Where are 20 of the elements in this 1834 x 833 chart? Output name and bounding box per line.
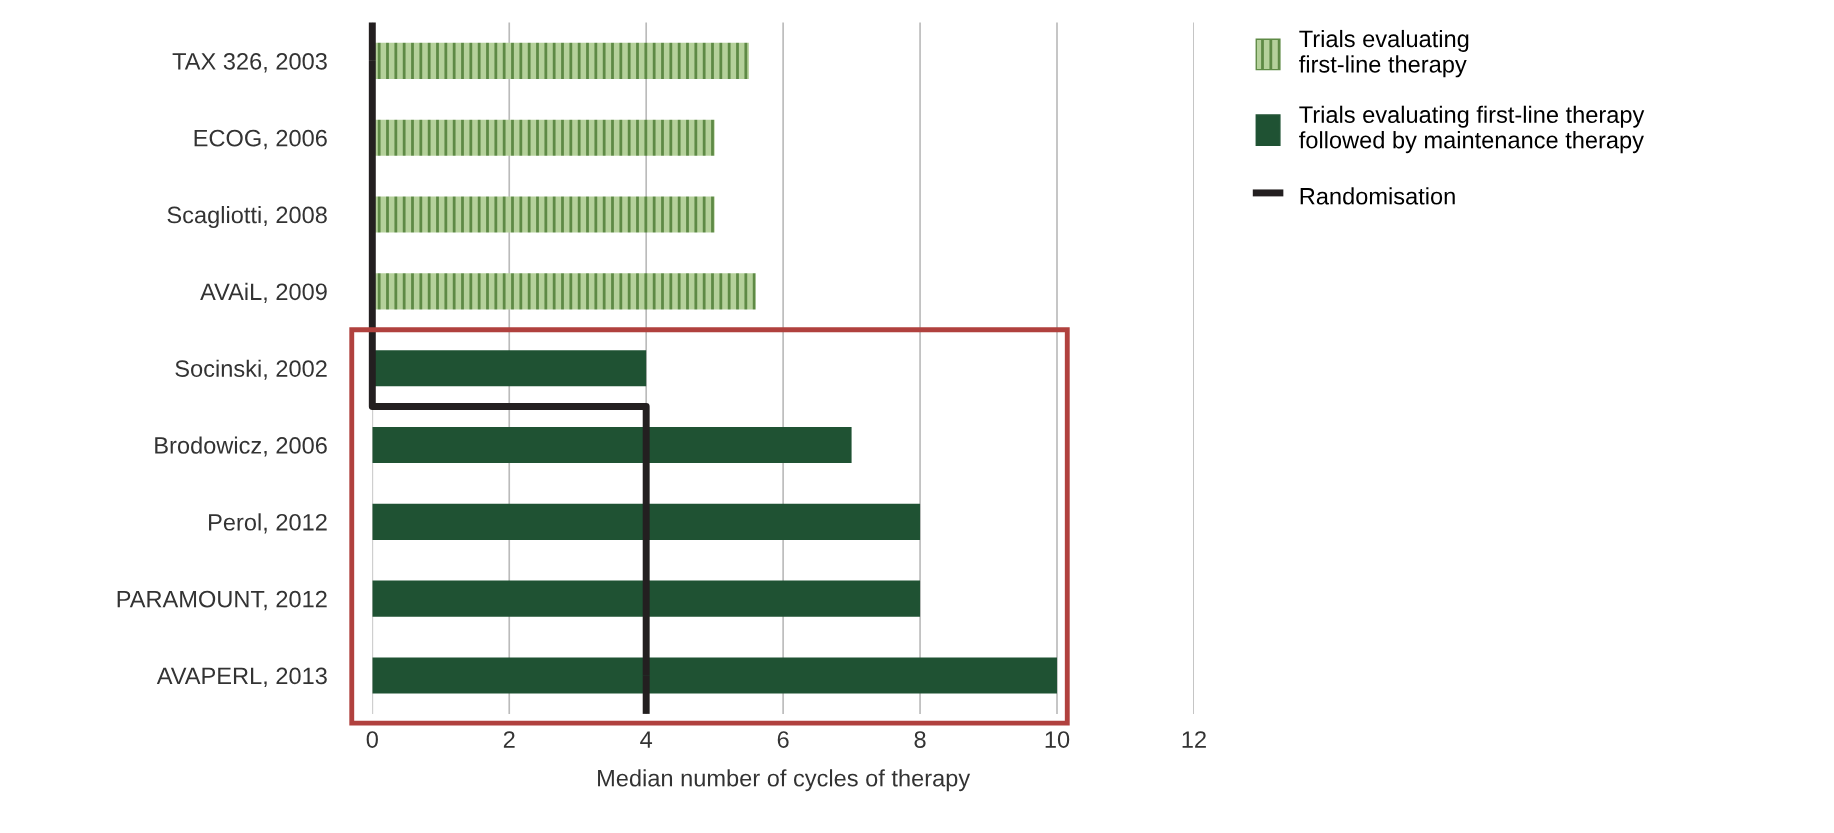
x-tick-label: 2 [503, 731, 515, 748]
x-tick-label: 8 [914, 731, 926, 748]
y-tick-label: AVAPERL, 2013 [156, 667, 327, 688]
x-axis-title: Median number of cycles of therapy [598, 769, 971, 792]
y-tick-label: Socinski, 2002 [175, 359, 327, 380]
x-tick-label: 0 [366, 731, 378, 748]
x-tick-label: 6 [777, 731, 789, 748]
y-tick-label: Scagliotti, 2008 [167, 205, 327, 228]
x-tick-label: 4 [640, 731, 653, 748]
y-tick-label: PARAMOUNT, 2012 [117, 590, 327, 611]
x-tick-label: 10 [1045, 731, 1070, 748]
legend-label: Randomisation [1300, 187, 1455, 205]
x-tick-label: 12 [1182, 731, 1206, 748]
y-tick-label: TAX 326, 2003 [172, 52, 327, 73]
y-tick-label: Perol, 2012 [209, 513, 327, 534]
legend-label: Trials evaluating first-line therapy [1299, 29, 1469, 78]
y-tick-label: Brodowicz, 2006 [155, 436, 327, 457]
y-tick-label: ECOG, 2006 [194, 129, 327, 150]
y-tick-label: AVAiL, 2009 [200, 282, 327, 303]
legend-label: Trials evaluating first-line therapy followed by maintenance therapy [1299, 105, 1645, 154]
